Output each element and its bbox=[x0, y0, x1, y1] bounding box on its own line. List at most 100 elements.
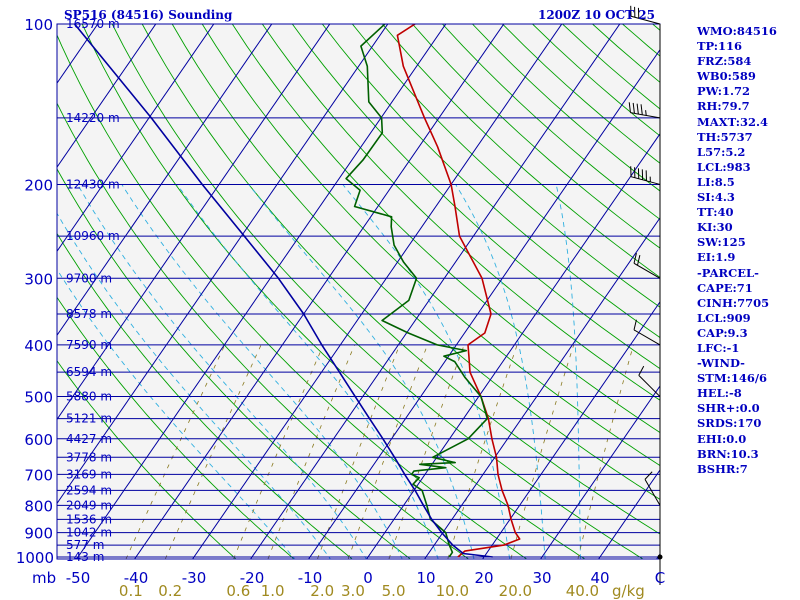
isotherm-line bbox=[308, 48, 660, 559]
index-entry: -PARCEL- bbox=[697, 265, 759, 280]
index-entry: TT:40 bbox=[697, 205, 734, 220]
mixing-ratio-line bbox=[233, 344, 324, 559]
sounding-indices-panel: WMO:84516 TP:116 FRZ:584 WB0:589 PW:1.72 RH:7… bbox=[697, 24, 797, 477]
index-entry: LCL:983 bbox=[697, 159, 751, 174]
height-level-label: 16570 m bbox=[66, 17, 120, 31]
index-entry: PW:1.72 bbox=[697, 84, 751, 99]
moist-adiabat-line bbox=[248, 184, 475, 559]
isotherm-line bbox=[57, 24, 389, 505]
wind-barb-staff bbox=[630, 112, 661, 119]
temperature-line bbox=[396, 24, 521, 558]
moist-adiabat-line bbox=[555, 184, 581, 559]
index-entry: STM:146/6 bbox=[697, 371, 768, 386]
height-level-label: 6594 m bbox=[66, 365, 112, 379]
index-entry: L57:5.2 bbox=[697, 144, 746, 159]
temperature-tick-label: -40 bbox=[124, 569, 149, 587]
wind-barb-staff bbox=[638, 374, 661, 397]
index-entry: SHR+:0.0 bbox=[697, 401, 760, 416]
index-entry: EI:1.9 bbox=[697, 250, 736, 265]
wind-barb-flag bbox=[636, 103, 639, 115]
index-entry: KI:30 bbox=[697, 220, 733, 235]
height-level-label: 2049 m bbox=[66, 498, 112, 512]
dry-adiabat-line bbox=[141, 24, 660, 535]
wind-barb bbox=[638, 365, 661, 397]
mixing-ratio-tick-label: 0.2 bbox=[158, 582, 182, 600]
index-entry: TH:5737 bbox=[697, 129, 753, 144]
pressure-tick-label: 600 bbox=[24, 431, 53, 449]
index-entry: TP:116 bbox=[697, 39, 743, 54]
index-entry: SI:4.3 bbox=[697, 190, 735, 205]
height-level-label: 4427 m bbox=[66, 432, 112, 446]
isotherm-line bbox=[598, 469, 660, 559]
sounding-series bbox=[73, 24, 521, 558]
temperature-tick-label: -50 bbox=[66, 569, 91, 587]
wind-barb bbox=[630, 5, 661, 25]
moist-adiabat-line bbox=[455, 184, 546, 559]
dry-adiabat-line bbox=[231, 24, 660, 434]
mixing-ratio-tick-label: 1.0 bbox=[261, 582, 285, 600]
index-entry: BRN:10.3 bbox=[697, 446, 759, 461]
wind-barb-staff bbox=[633, 262, 661, 279]
mixing-ratio-line bbox=[317, 344, 401, 559]
index-entry: SW:125 bbox=[697, 235, 746, 250]
index-entry: BSHR:7 bbox=[697, 461, 748, 476]
mixing-ratio-tick-label: 40.0 bbox=[566, 582, 599, 600]
wind-barb bbox=[628, 102, 661, 119]
isotherm-line bbox=[134, 24, 505, 559]
temperature-tick-label: 30 bbox=[532, 569, 551, 587]
moist-adiabat-line bbox=[57, 212, 331, 559]
dry-adiabat-line bbox=[57, 34, 528, 559]
dry-adiabat-line bbox=[261, 24, 660, 401]
isotherm-line bbox=[192, 24, 563, 559]
height-level-label: 577 m bbox=[66, 538, 104, 552]
plot-background bbox=[57, 24, 660, 559]
temperature-tick-label: 0 bbox=[363, 569, 373, 587]
wind-barb-flag bbox=[632, 102, 635, 114]
wind-barb-staff bbox=[630, 15, 661, 25]
wind-barb-flag bbox=[644, 471, 653, 480]
wind-barb-flag bbox=[633, 319, 637, 331]
pressure-tick-label: 500 bbox=[24, 389, 53, 407]
index-entry: CAP:9.3 bbox=[697, 325, 748, 340]
chart-title-station: SP516 (84516) Sounding bbox=[64, 8, 233, 22]
dry-adiabat-line bbox=[291, 24, 660, 370]
parcel-line bbox=[73, 24, 493, 558]
pressure-tick-label: 700 bbox=[24, 466, 53, 484]
isotherm-line bbox=[0, 12, 48, 568]
temperature-tick-label: -30 bbox=[182, 569, 207, 587]
mixing-ratio-line bbox=[577, 344, 634, 559]
height-level-label: 2594 m bbox=[66, 483, 112, 497]
wind-barb-flag bbox=[628, 102, 631, 113]
wind-barb-flag bbox=[636, 255, 641, 266]
temperature-tick-label: 10 bbox=[416, 569, 435, 587]
wind-barb-staff bbox=[630, 176, 661, 185]
mixing-ratio-tick-label: 0.1 bbox=[119, 582, 143, 600]
pressure-unit-label: mb bbox=[32, 569, 56, 587]
pressure-tick-label: 800 bbox=[24, 497, 53, 515]
mixing-ratio-line bbox=[164, 344, 262, 559]
wind-barb bbox=[630, 166, 661, 185]
wind-barb-staff bbox=[644, 479, 661, 506]
wind-barb bbox=[644, 471, 661, 506]
wind-barb-staff bbox=[633, 329, 661, 346]
dry-adiabat-line bbox=[201, 24, 660, 467]
height-level-label: 14220 m bbox=[66, 111, 120, 125]
dry-adiabat-line bbox=[412, 24, 660, 249]
index-entry: LFC:-1 bbox=[697, 340, 740, 355]
height-level-label: 7590 m bbox=[66, 338, 112, 352]
moist-adiabat-line bbox=[77, 184, 367, 559]
moist-adiabat-line bbox=[342, 184, 511, 559]
isotherm-line bbox=[57, 24, 331, 421]
pressure-tick-label: 1000 bbox=[16, 549, 54, 567]
wind-barb bbox=[633, 319, 661, 346]
height-level-label: 5880 m bbox=[66, 390, 112, 404]
height-level-label: 9700 m bbox=[66, 271, 112, 285]
index-entry: CINH:7705 bbox=[697, 295, 770, 310]
dry-adiabat-line bbox=[57, 168, 412, 559]
mixing-ratio-tick-label: 20.0 bbox=[499, 582, 532, 600]
temperature-unit-label: C bbox=[655, 569, 665, 587]
dry-adiabat-line bbox=[57, 102, 470, 559]
index-entry: SRDS:170 bbox=[697, 416, 762, 431]
isotherm-line bbox=[57, 24, 215, 253]
